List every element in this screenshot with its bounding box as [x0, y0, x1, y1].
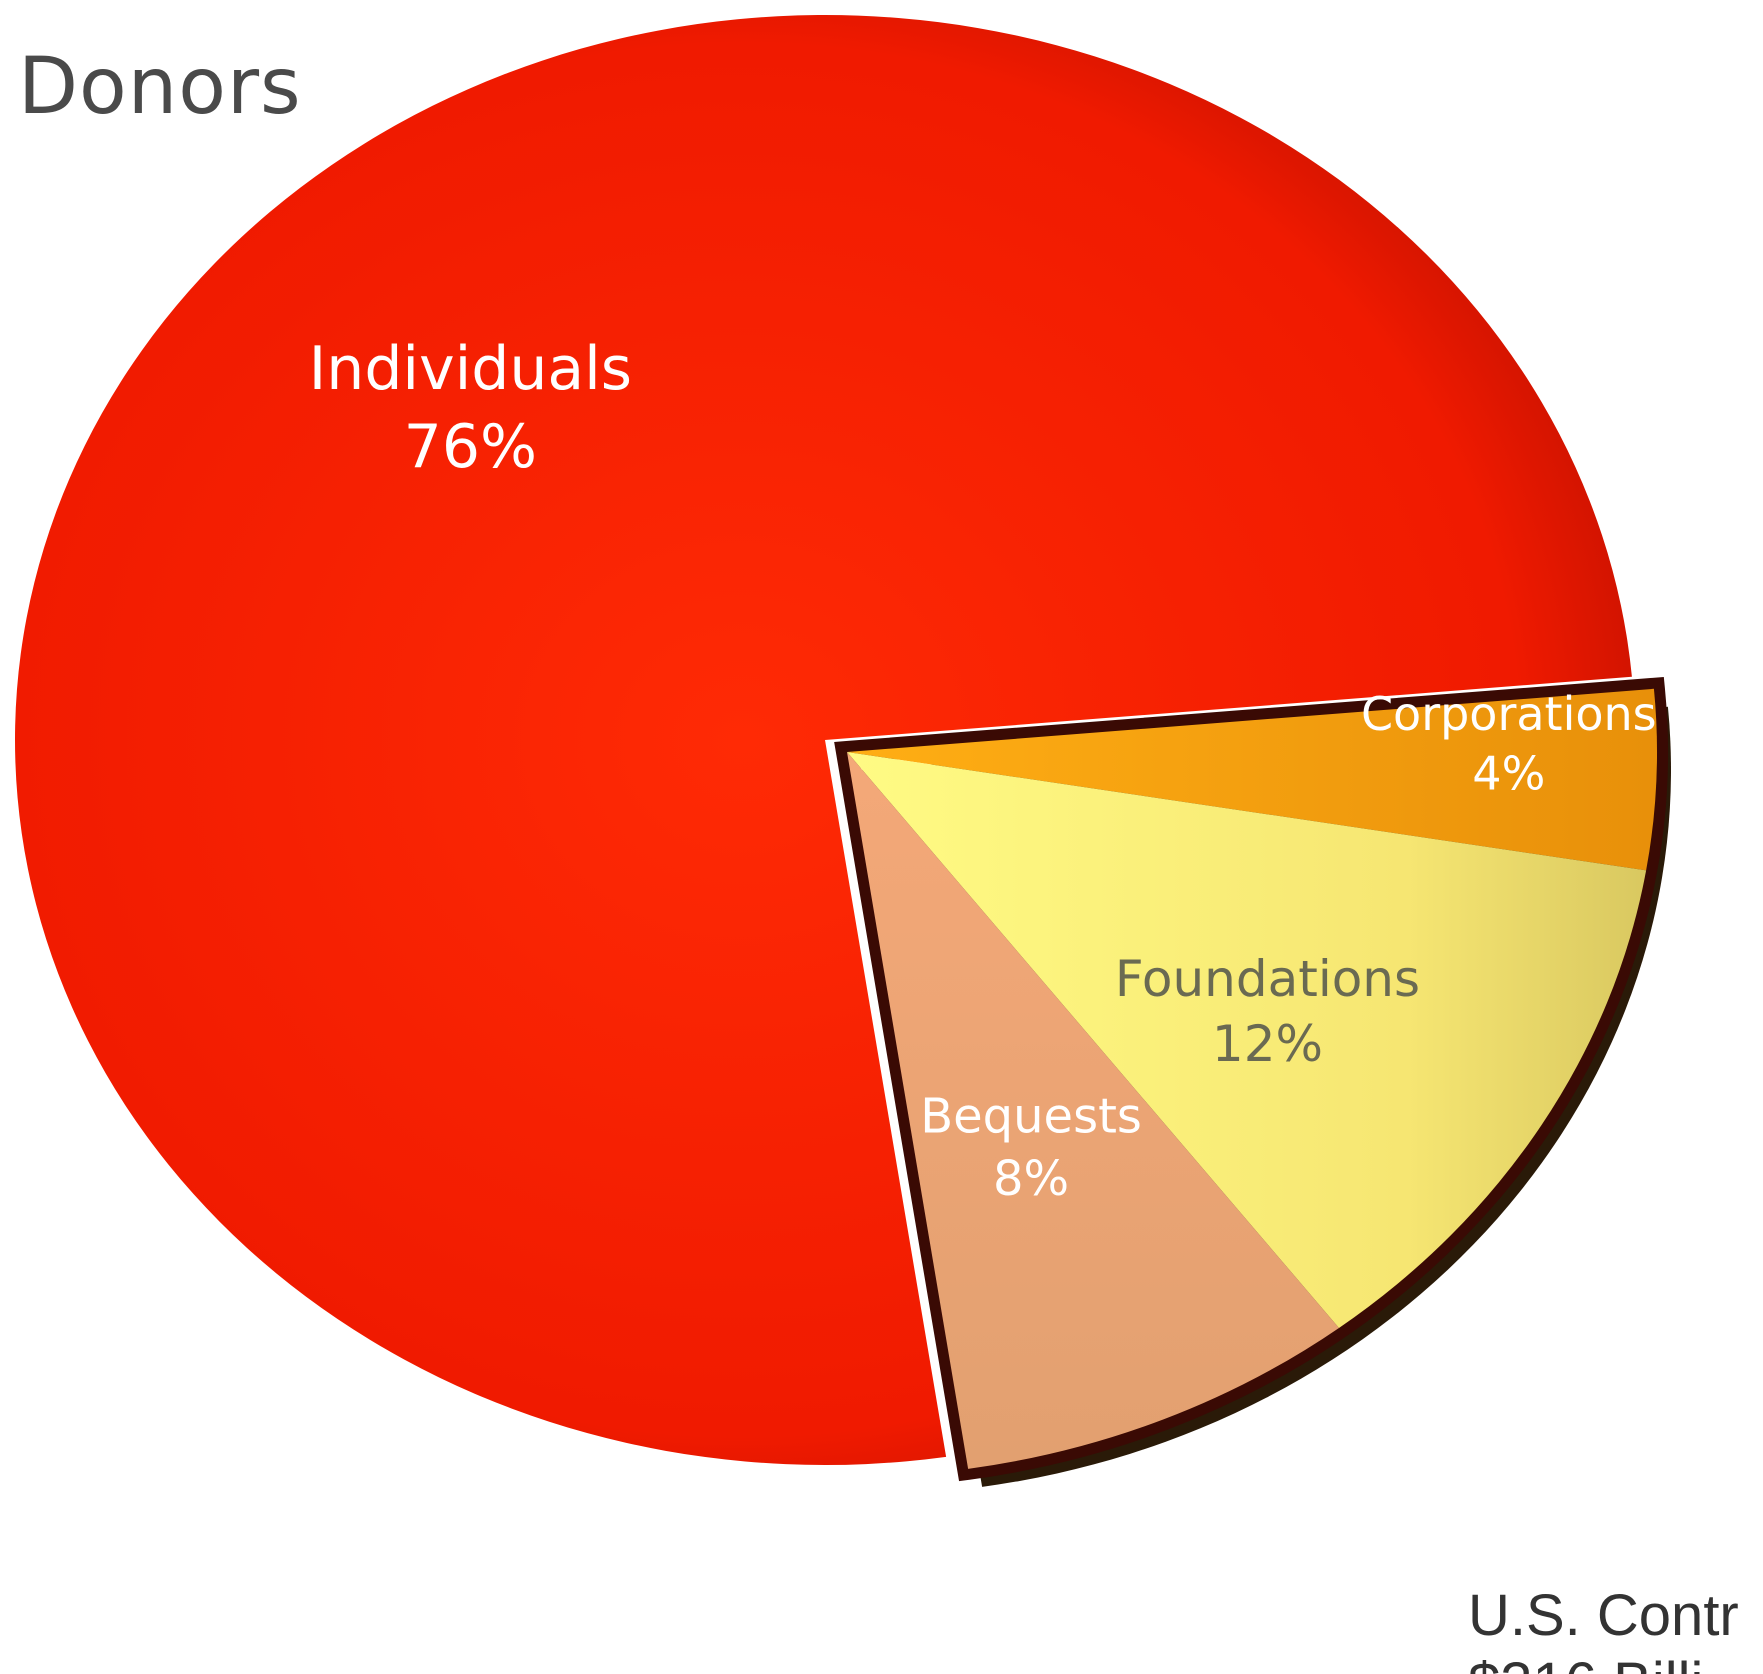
caption-line-1: U.S. Contr: [1468, 1583, 1739, 1648]
slice-label-individuals: Individuals: [309, 334, 632, 404]
slice-label-corporations: Corporations: [1361, 687, 1657, 741]
slice-label-foundations: Foundations: [1115, 950, 1420, 1008]
slice-value-corporations: 4%: [1472, 747, 1545, 801]
slice-value-foundations: 12%: [1212, 1015, 1323, 1073]
slice-value-individuals: 76%: [404, 412, 537, 482]
slice-individuals: [15, 15, 1632, 1466]
slice-value-bequests: 8%: [993, 1151, 1069, 1207]
slice-bequests: [847, 752, 1339, 1469]
chart-title: Donors: [18, 42, 302, 132]
pie-slices: [15, 15, 1669, 1482]
slice-label-bequests: Bequests: [920, 1089, 1142, 1145]
caption-line-2: $316 Billi: [1468, 1650, 1739, 1674]
slice-foundations: [847, 752, 1647, 1328]
pie-labels: Corporations 4% Foundations 12% Bequests 8% In…: [309, 334, 1657, 1207]
slice-corporations: [847, 688, 1658, 871]
caption: U.S. Contr $316 Billi: [1468, 1582, 1739, 1674]
